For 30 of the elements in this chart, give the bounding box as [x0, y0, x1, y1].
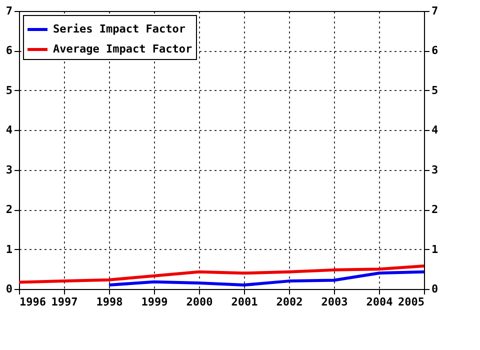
x-tick-label: 1999 — [141, 296, 168, 308]
y2-tick-label: 5 — [432, 84, 438, 97]
y-tick-label: 6 — [6, 44, 13, 58]
y2-tick-label: 0 — [432, 282, 438, 296]
y-tick-label: 3 — [6, 163, 12, 176]
x-tick-label: 2005 — [398, 296, 424, 308]
y-tick-label: 7 — [6, 4, 12, 18]
x-tick-label: 1996 — [20, 296, 46, 308]
x-tick-label: 2003 — [321, 296, 348, 308]
legend-label: Average Impact Factor — [53, 42, 192, 56]
y2-tick-label: 7 — [432, 4, 438, 18]
y2-tick-label: 6 — [432, 44, 438, 58]
legend-label: Series Impact Factor — [53, 22, 186, 36]
y-tick-label: 1 — [6, 242, 13, 256]
y2-tick-label: 1 — [432, 242, 438, 256]
x-tick-label: 2002 — [276, 296, 303, 308]
y-tick-label: 2 — [6, 203, 12, 216]
y2-tick-label: 4 — [432, 124, 438, 137]
y-tick-label: 5 — [6, 84, 12, 97]
x-tick-label: 2000 — [186, 296, 213, 308]
y-tick-label: 0 — [6, 282, 12, 296]
x-tick-label: 2004 — [366, 296, 394, 308]
y-tick-label: 4 — [6, 124, 13, 137]
line-series — [108, 270, 426, 287]
x-tick-label: 1998 — [96, 296, 123, 308]
y2-tick-label: 2 — [432, 203, 438, 216]
line-series — [18, 264, 426, 284]
x-tick-label: 1997 — [51, 296, 78, 308]
y2-tick-label: 3 — [432, 163, 438, 176]
x-tick-label: 2001 — [231, 296, 258, 308]
